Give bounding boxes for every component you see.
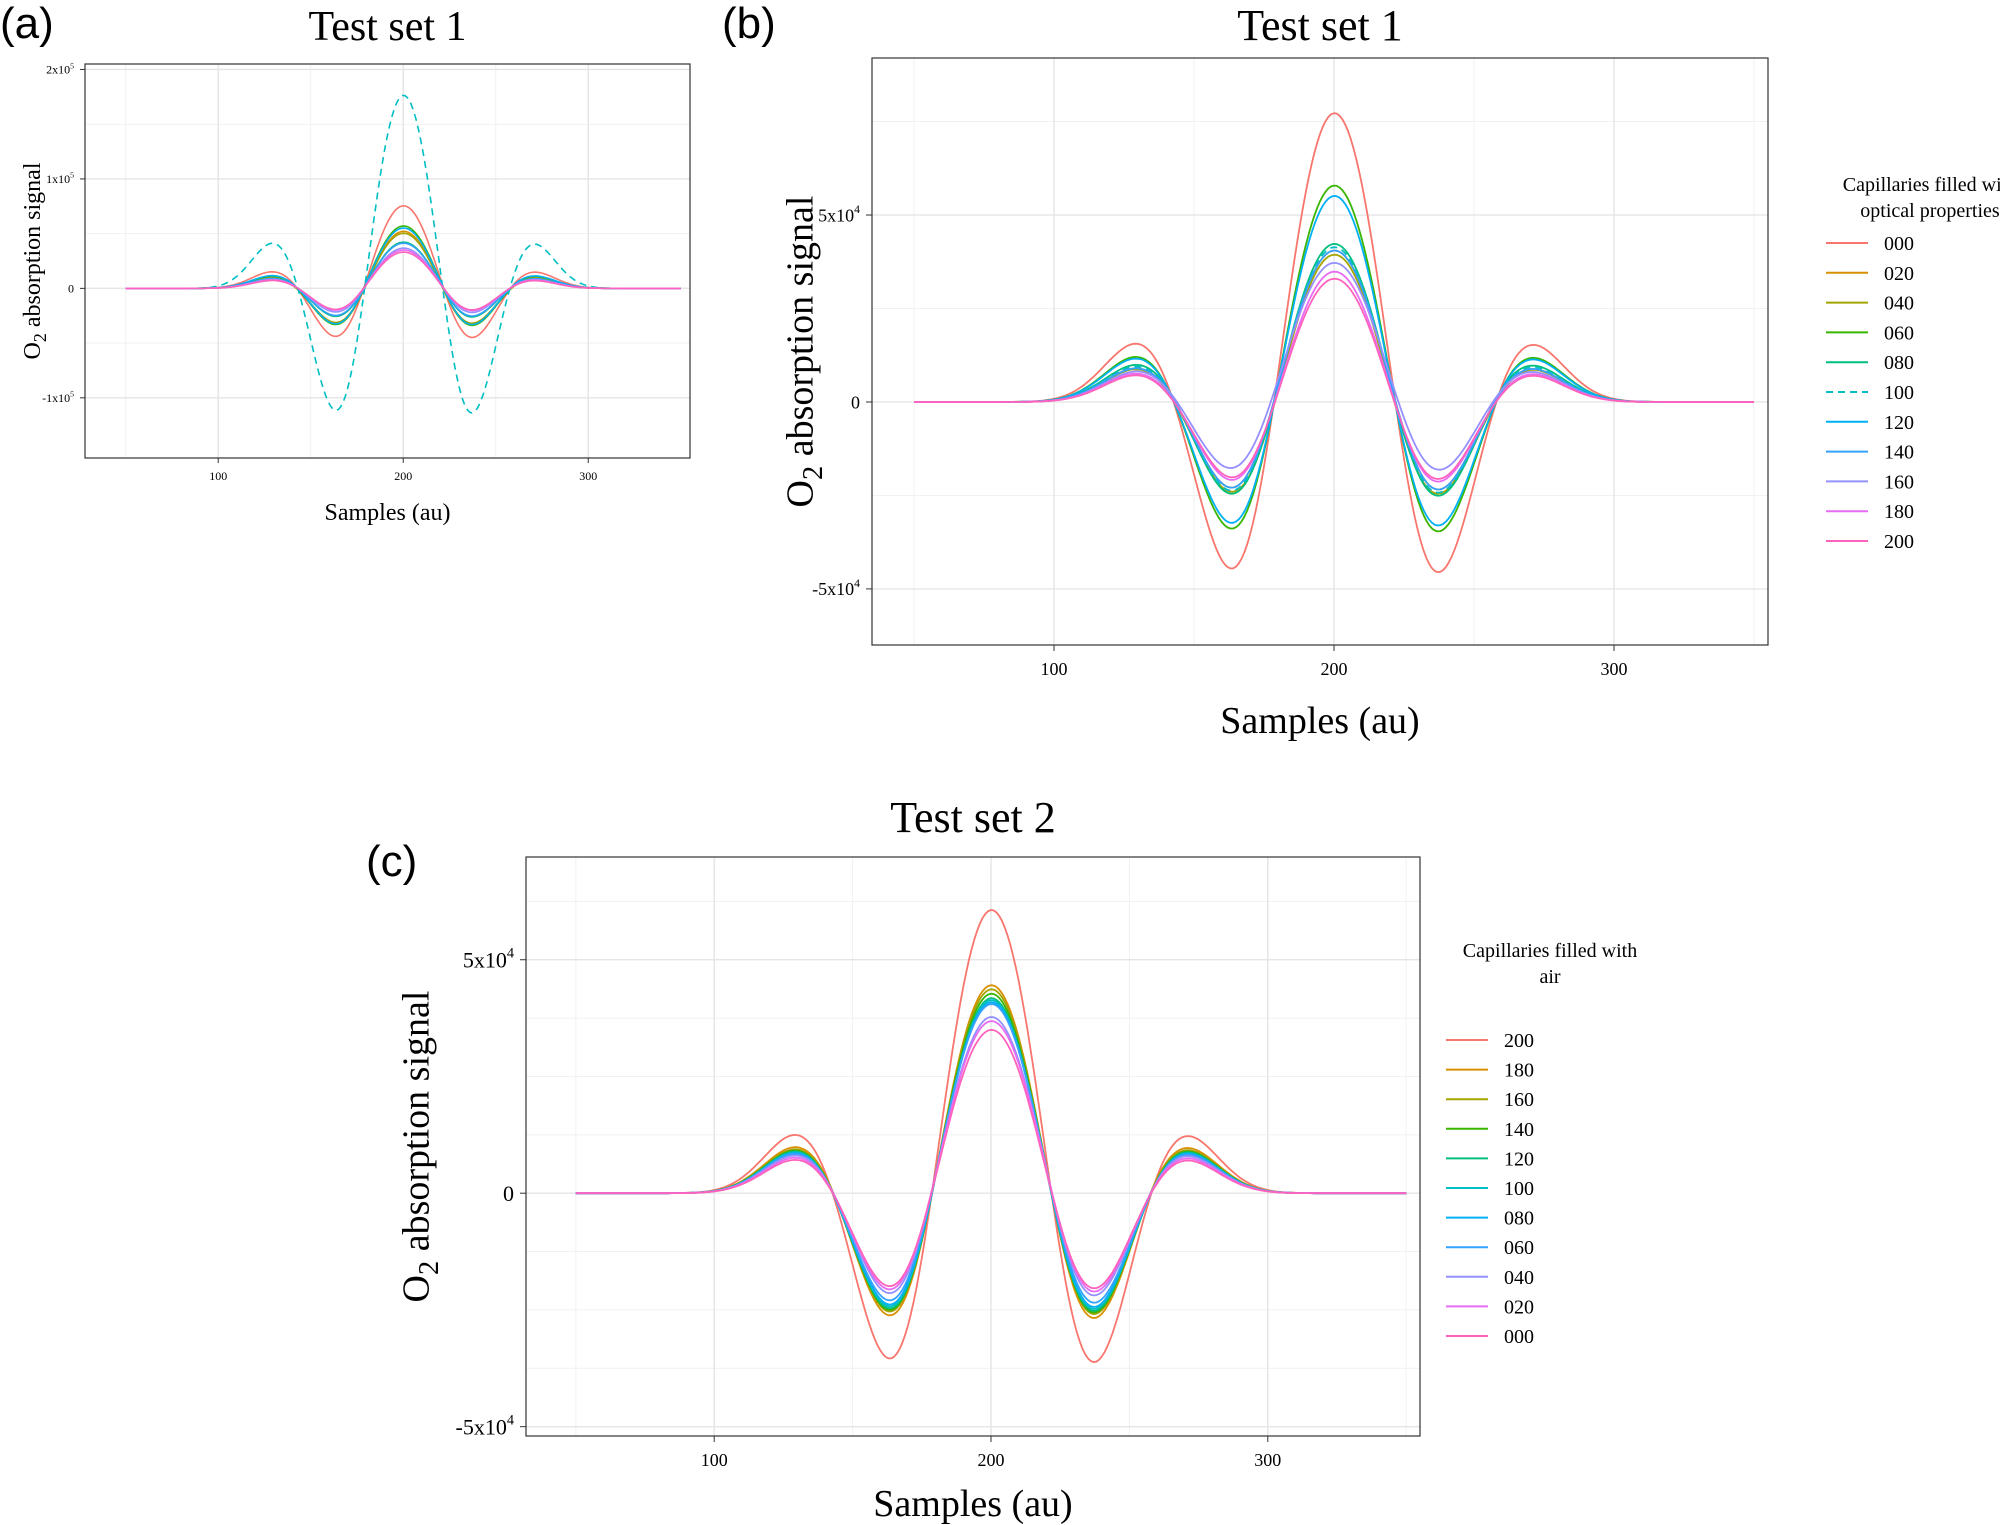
x-tick-label: 200 (394, 469, 412, 483)
series-line-000 (575, 1029, 1407, 1290)
legend-label-020: 020 (1504, 1296, 1534, 1318)
x-tick-label: 200 (1321, 659, 1348, 679)
chart-title: Test set 2 (890, 793, 1056, 842)
x-axis-label: Samples (au) (325, 500, 451, 526)
legend-label-080: 080 (1504, 1208, 1534, 1230)
y-tick-label: -1x105 (42, 390, 74, 405)
chart-panel-a: Test set 1 100 200 300 2x105 1x105 0 -1x105 Samp… (20, 4, 691, 526)
series-line-100 (125, 94, 681, 414)
x-axis-label: Samples (au) (1220, 700, 1419, 742)
legend-title: Capillaries filled with (1463, 940, 1637, 962)
y-tick-label: 5x104 (818, 203, 860, 225)
legend-title: optical properties (1860, 200, 2000, 222)
panel-c-letter: (c) (366, 837, 417, 886)
legend-label-140: 140 (1504, 1119, 1534, 1141)
y-axis-label: O2 absorption signal (20, 162, 50, 359)
legend-label-100: 100 (1884, 382, 1914, 404)
panel-b-letter: (b) (722, 0, 776, 48)
legend-label-180: 180 (1884, 501, 1914, 523)
plot-border (84, 63, 691, 459)
y-tick-label: -5x104 (456, 1412, 514, 1439)
x-tick-label: 300 (1601, 659, 1628, 679)
x-tick-label: 200 (977, 1450, 1004, 1470)
legend-label-060: 060 (1884, 322, 1914, 344)
legend-label-200: 200 (1504, 1030, 1534, 1052)
series-line-200 (125, 251, 681, 311)
legend-label-040: 040 (1884, 293, 1914, 315)
legend-label-000: 000 (1884, 233, 1914, 255)
legend: Capillaries filled with optical propertie… (1826, 174, 2000, 553)
legend: Capillaries filled with air 200 180 160 140 12… (1446, 940, 1637, 1348)
y-tick-label: -5x104 (812, 577, 860, 599)
y-tick-label: 2x105 (46, 61, 74, 76)
legend-title: Capillaries filled with (1843, 174, 2000, 196)
x-tick-label: 100 (209, 469, 227, 483)
x-tick-label: 100 (701, 1450, 728, 1470)
legend-title: air (1539, 966, 1560, 988)
chart-title: Test set 1 (308, 4, 466, 50)
plot-border (871, 57, 1769, 646)
legend-label-140: 140 (1884, 442, 1914, 464)
legend-label-000: 000 (1504, 1326, 1534, 1348)
legend-label-160: 160 (1504, 1089, 1534, 1111)
legend-label-180: 180 (1504, 1060, 1534, 1082)
legend-label-060: 060 (1504, 1237, 1534, 1259)
panel-a-letter: (a) (0, 0, 54, 48)
legend-label-120: 120 (1504, 1148, 1534, 1170)
y-axis-label: O2 absorption signal (780, 196, 830, 508)
chart-panel-b: Test set 1 100 200 300 5x104 0 -5x104 Samples (… (780, 1, 2000, 742)
plot-area (526, 857, 1420, 1436)
x-axis-label: Samples (au) (873, 1483, 1072, 1525)
y-axis-label: O2 absorption signal (396, 991, 446, 1303)
x-tick-label: 300 (579, 469, 597, 483)
series-line-200 (914, 277, 1754, 480)
x-tick-label: 300 (1254, 1450, 1281, 1470)
x-tick-label: 100 (1041, 659, 1068, 679)
legend-label-020: 020 (1884, 263, 1914, 285)
legend-label-160: 160 (1884, 471, 1914, 493)
plot-area (872, 58, 1768, 645)
y-tick-label: 0 (68, 282, 74, 296)
y-tick-label: 5x104 (463, 946, 514, 973)
y-tick-label: 1x105 (46, 171, 74, 186)
chart-title: Test set 1 (1237, 1, 1403, 50)
chart-panel-c: Test set 2 100 200 300 5x104 0 -5x104 Samples (… (396, 793, 1638, 1525)
legend-label-100: 100 (1504, 1178, 1534, 1200)
plot-border (525, 856, 1421, 1437)
legend-label-200: 200 (1884, 531, 1914, 553)
legend-label-040: 040 (1504, 1267, 1534, 1289)
legend-label-120: 120 (1884, 412, 1914, 434)
y-tick-label: 0 (503, 1181, 514, 1206)
legend-label-080: 080 (1884, 352, 1914, 374)
plot-area (85, 64, 690, 458)
y-tick-label: 0 (851, 392, 860, 412)
